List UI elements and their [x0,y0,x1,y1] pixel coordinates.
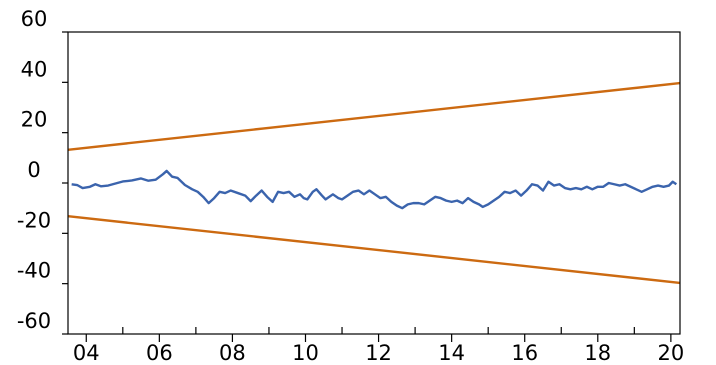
lower-bound-line [67,215,681,285]
plot-frame [67,31,681,335]
x-tick-label: 12 [365,341,392,365]
series-line-main [71,169,678,210]
y-tick-label: 0 [27,158,40,182]
y-tick-label: 20 [21,108,48,132]
y-axis-ticks: 60 40 20 0 -20 -40 -60 [17,7,68,335]
x-tick-label: 10 [292,341,319,365]
y-tick-label: -40 [17,259,51,283]
y-tick-label: -60 [17,309,51,333]
y-tick-label: -20 [17,208,51,232]
x-tick-label: 20 [657,341,684,365]
y-tick-label: 40 [21,57,48,81]
x-axis-ticks: 04 06 08 10 12 14 16 18 20 [73,327,684,365]
x-tick-label: 06 [146,341,173,365]
upper-bound-line [67,81,681,151]
x-tick-label: 04 [73,341,100,365]
x-tick-label: 08 [219,341,246,365]
series-layer [67,81,681,285]
x-tick-label: 16 [511,341,538,365]
x-tick-label: 18 [584,341,611,365]
y-tick-label: 60 [21,7,48,31]
x-tick-label: 14 [438,341,465,365]
